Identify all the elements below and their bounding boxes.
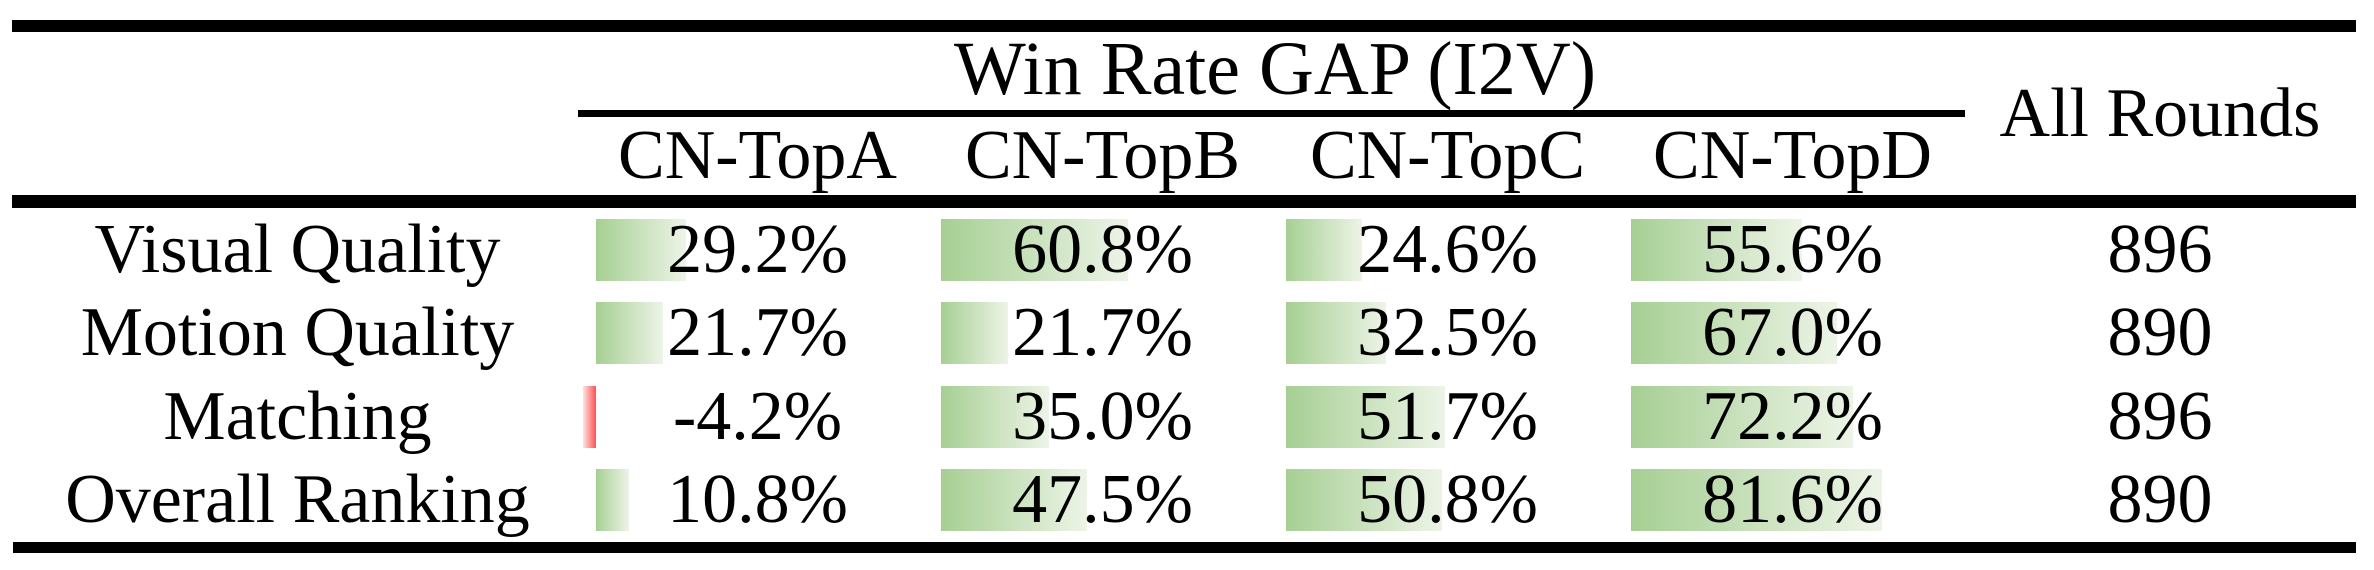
table-row: Matching -4.2% 35.0% 51.7% 72.2% 896 bbox=[10, 375, 2355, 459]
row-label-visual-quality: Visual Quality bbox=[94, 210, 501, 288]
data-bar bbox=[941, 302, 1008, 365]
data-bar bbox=[596, 469, 629, 532]
cell-value: 60.8% bbox=[1012, 210, 1193, 288]
data-cell: 35.0% bbox=[930, 375, 1275, 459]
group-header-title: Win Rate GAP (I2V) bbox=[953, 27, 1597, 111]
cell-value: 67.0% bbox=[1702, 294, 1883, 372]
data-bar bbox=[941, 218, 1128, 281]
data-cell: 32.5% bbox=[1275, 292, 1620, 376]
cell-value: 24.6% bbox=[1357, 210, 1538, 288]
cell-value: -4.2% bbox=[672, 377, 843, 455]
data-cell: 81.6% bbox=[1620, 459, 1965, 543]
data-cell: 47.5% bbox=[930, 459, 1275, 543]
data-cell: 24.6% bbox=[1275, 208, 1620, 292]
data-cell: 72.2% bbox=[1620, 375, 1965, 459]
data-bar bbox=[1631, 302, 1837, 365]
cell-value: 50.8% bbox=[1357, 461, 1538, 539]
data-cell: 29.2% bbox=[585, 208, 930, 292]
data-bar bbox=[596, 218, 686, 281]
data-bar bbox=[1286, 218, 1362, 281]
cell-value: 32.5% bbox=[1357, 294, 1538, 372]
cell-value: 35.0% bbox=[1012, 377, 1193, 455]
table-body: Visual Quality 29.2% 60.8% 24.6% 55.6% 8… bbox=[10, 208, 2355, 542]
cell-value: 51.7% bbox=[1357, 377, 1538, 455]
column-header-cn-topb: CN-TopB bbox=[964, 117, 1241, 194]
data-cell: 51.7% bbox=[1275, 375, 1620, 459]
column-header-cn-topc: CN-TopC bbox=[1309, 117, 1586, 194]
data-cell: 67.0% bbox=[1620, 292, 1965, 376]
table-row: Motion Quality 21.7% 21.7% 32.5% 67.0% 8… bbox=[10, 292, 2355, 376]
top-rule bbox=[12, 20, 2356, 32]
data-bar bbox=[941, 469, 1087, 532]
data-bar bbox=[1286, 385, 1445, 448]
row-label-overall-ranking: Overall Ranking bbox=[65, 461, 530, 539]
data-cell: 55.6% bbox=[1620, 208, 1965, 292]
column-header-cn-topa: CN-TopA bbox=[618, 117, 897, 194]
data-bar bbox=[1631, 218, 1802, 281]
data-bar bbox=[1631, 385, 1853, 448]
data-bar bbox=[1286, 302, 1386, 365]
data-cell: 60.8% bbox=[930, 208, 1275, 292]
group-header-underline bbox=[578, 110, 1965, 117]
row-label-matching: Matching bbox=[163, 377, 432, 455]
cell-value: 29.2% bbox=[667, 210, 848, 288]
table-row: Visual Quality 29.2% 60.8% 24.6% 55.6% 8… bbox=[10, 208, 2355, 292]
data-cell: 21.7% bbox=[930, 292, 1275, 376]
cell-value: 72.2% bbox=[1702, 377, 1883, 455]
cell-value: 21.7% bbox=[1012, 294, 1193, 372]
table-row: Overall Ranking 10.8% 47.5% 50.8% 81.6% … bbox=[10, 459, 2355, 543]
all-rounds-value: 896 bbox=[2107, 210, 2213, 288]
cell-value: 10.8% bbox=[667, 461, 848, 539]
all-rounds-value: 890 bbox=[2107, 294, 2213, 372]
cell-value: 81.6% bbox=[1702, 461, 1883, 539]
data-cell: 21.7% bbox=[585, 292, 930, 376]
data-cell: 50.8% bbox=[1275, 459, 1620, 543]
row-label-motion-quality: Motion Quality bbox=[80, 294, 515, 372]
cell-value: 21.7% bbox=[667, 294, 848, 372]
bottom-rule bbox=[13, 542, 2356, 553]
data-bar bbox=[596, 302, 663, 365]
cell-value: 55.6% bbox=[1702, 210, 1883, 288]
data-cell: -4.2% bbox=[583, 375, 930, 459]
column-header-cn-topd: CN-TopD bbox=[1653, 117, 1932, 194]
all-rounds-value: 890 bbox=[2107, 461, 2213, 539]
header-body-rule bbox=[12, 195, 2356, 208]
data-bar bbox=[941, 385, 1049, 448]
all-rounds-value: 896 bbox=[2107, 377, 2213, 455]
data-bar bbox=[1631, 469, 1882, 532]
cell-value: 47.5% bbox=[1012, 461, 1193, 539]
data-cell: 10.8% bbox=[585, 459, 930, 543]
data-bar-negative bbox=[583, 385, 596, 448]
column-headers: CN-TopA CN-TopB CN-TopC CN-TopD bbox=[585, 117, 1965, 195]
data-bar bbox=[1286, 469, 1442, 532]
all-rounds-header: All Rounds bbox=[1999, 75, 2321, 152]
